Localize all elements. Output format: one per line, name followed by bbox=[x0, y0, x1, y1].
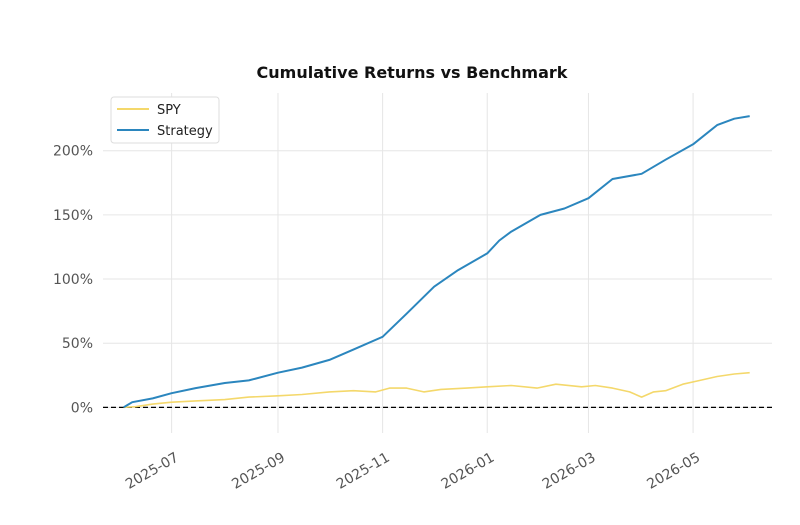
x-tick-label: 2025-11 bbox=[334, 450, 393, 493]
legend-label: Strategy bbox=[157, 124, 213, 139]
x-tick-label: 2026-05 bbox=[644, 450, 703, 493]
series-line-strategy bbox=[123, 115, 750, 409]
y-tick-label: 150% bbox=[53, 208, 93, 224]
x-tick-label: 2025-07 bbox=[123, 450, 182, 493]
y-tick-label: 0% bbox=[71, 400, 93, 416]
grid bbox=[103, 93, 772, 433]
series-lines bbox=[123, 115, 750, 409]
x-axis-ticks: 2025-07 2025-09 2025-11 2026-01 2026-03 2026-… bbox=[123, 450, 703, 493]
legend-label: SPY bbox=[157, 103, 181, 118]
x-tick-label: 2026-01 bbox=[439, 450, 498, 493]
y-tick-label: 50% bbox=[62, 336, 93, 352]
y-tick-label: 200% bbox=[53, 144, 93, 160]
legend: SPY Strategy bbox=[110, 96, 220, 144]
x-tick-label: 2025-09 bbox=[229, 450, 288, 493]
y-axis-ticks: 0% 50% 100% 150% 200% bbox=[53, 144, 93, 417]
chart-title: Cumulative Returns vs Benchmark bbox=[257, 63, 568, 82]
x-tick-label: 2026-03 bbox=[540, 450, 599, 493]
series-line-spy bbox=[123, 371, 750, 409]
y-tick-label: 100% bbox=[53, 272, 93, 288]
